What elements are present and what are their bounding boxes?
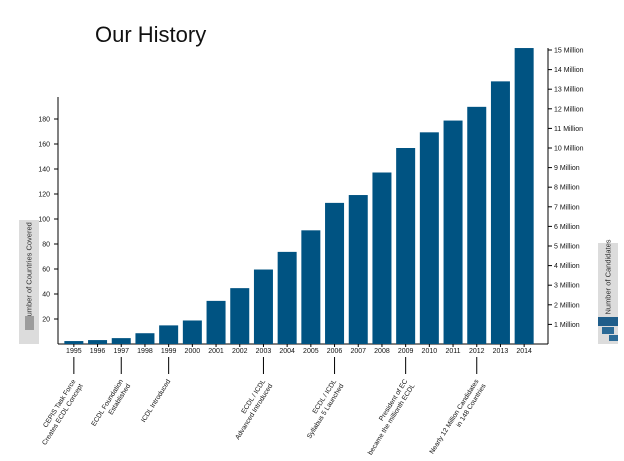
- x-tick-label: 1997: [113, 348, 129, 355]
- bar: [277, 251, 297, 344]
- bar: [182, 320, 202, 344]
- left-tick-label: 180: [38, 117, 50, 124]
- right-tick-label: 11 Million: [554, 126, 583, 133]
- left-tick-label: 20: [42, 317, 50, 324]
- right-axis-legend: Number of Candidates: [598, 239, 618, 344]
- x-tick-label: 2000: [185, 348, 201, 355]
- bar: [325, 202, 345, 344]
- bar: [206, 300, 226, 344]
- left-legend-swatch: [25, 316, 34, 330]
- annotation: ICDL Introduced: [140, 378, 172, 424]
- x-tick-label: 2005: [303, 348, 319, 355]
- x-tick-label: 1998: [137, 348, 153, 355]
- right-tick-label: 6 Million: [554, 224, 580, 231]
- right-legend-swatch: [602, 327, 614, 334]
- left-tick-label: 140: [38, 167, 50, 174]
- x-tick-label: 2007: [350, 348, 366, 355]
- right-tick-label: 15 Million: [554, 48, 584, 55]
- bar: [514, 48, 534, 344]
- bar: [230, 288, 250, 344]
- annotation-label: ICDL Introduced: [140, 378, 172, 424]
- right-tick-label: 13 Million: [554, 87, 584, 94]
- x-tick-label: 2002: [232, 348, 248, 355]
- left-tick-label: 100: [38, 217, 50, 224]
- right-tick-label: 7 Million: [554, 204, 580, 211]
- right-tick-label: 9 Million: [554, 165, 580, 172]
- x-tick-label: 2011: [446, 348, 461, 355]
- bar: [301, 230, 321, 344]
- x-tick-label: 2009: [398, 348, 414, 355]
- right-legend-swatch: [598, 317, 618, 326]
- right-tick-label: 3 Million: [554, 283, 580, 290]
- bar: [135, 333, 155, 344]
- left-tick-label: 60: [42, 267, 50, 274]
- right-tick-label: 1 Million: [554, 322, 580, 329]
- left-tick-label: 40: [42, 292, 50, 299]
- left-tick-label: 160: [38, 142, 50, 149]
- annotation-label: became the millionth ECDL: [367, 383, 417, 457]
- annotation-label: Nearly 12 Million Candidates: [429, 378, 481, 456]
- right-tick-label: 8 Million: [554, 185, 580, 192]
- left-tick-label: 120: [38, 192, 50, 199]
- bar: [348, 195, 368, 344]
- right-axis-label: Number of Candidates: [603, 239, 613, 315]
- x-tick-label: 2010: [422, 348, 438, 355]
- x-tick-label: 1995: [66, 348, 82, 355]
- left-tick-label: 80: [42, 242, 50, 249]
- right-tick-label: 10 Million: [554, 146, 584, 153]
- left-axis-label: Number of Countries Covered: [24, 222, 34, 322]
- right-tick-label: 12 Million: [554, 106, 584, 113]
- right-tick-label: 5 Million: [554, 244, 580, 251]
- bar: [467, 106, 487, 344]
- right-tick-label: 14 Million: [554, 67, 584, 74]
- chart-title: Our History: [95, 22, 207, 47]
- x-tick-label: 1999: [161, 348, 177, 355]
- bar: [490, 81, 510, 345]
- bar: [159, 325, 179, 344]
- right-legend-swatch: [609, 335, 618, 341]
- bar: [419, 132, 439, 344]
- bar: [396, 148, 416, 344]
- x-tick-label: 2008: [374, 348, 390, 355]
- bar: [88, 340, 108, 344]
- x-tick-label: 1996: [90, 348, 106, 355]
- x-tick-label: 2003: [256, 348, 272, 355]
- right-tick-label: 4 Million: [554, 263, 580, 270]
- x-tick-label: 2013: [493, 348, 509, 355]
- bar: [253, 269, 273, 344]
- right-tick-label: 2 Million: [554, 302, 580, 309]
- bar: [64, 341, 84, 344]
- bar: [443, 120, 463, 344]
- x-tick-label: 2014: [516, 348, 532, 355]
- bar: [111, 338, 131, 344]
- x-tick-label: 2004: [279, 348, 295, 355]
- x-tick-label: 2001: [208, 348, 224, 355]
- bar: [372, 172, 392, 344]
- x-tick-label: 2012: [469, 348, 485, 355]
- x-tick-label: 2006: [327, 348, 343, 355]
- left-axis-legend: Number of Countries Covered: [19, 220, 39, 344]
